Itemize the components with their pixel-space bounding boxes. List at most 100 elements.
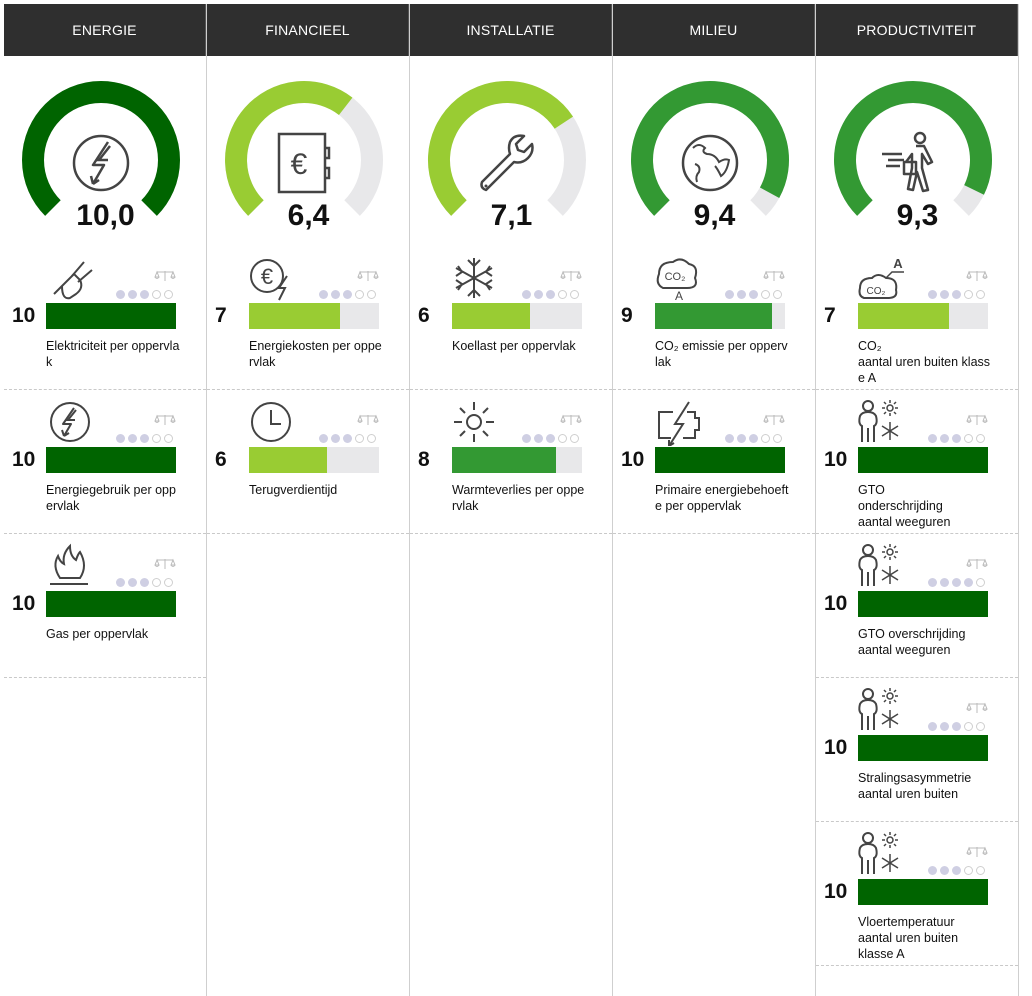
- dot-filled: [940, 578, 949, 587]
- balance-scale-icon[interactable]: [154, 270, 176, 282]
- balance-scale-icon[interactable]: [357, 270, 379, 282]
- metric-item[interactable]: 6 Terugverdientijd: [207, 390, 409, 534]
- dot-filled: [522, 290, 531, 299]
- category-header[interactable]: PRODUCTIVITEIT: [816, 4, 1018, 56]
- weight-dots[interactable]: [522, 434, 579, 443]
- dot-empty: [976, 290, 985, 299]
- balance-scale-icon[interactable]: [154, 558, 176, 570]
- metric-score: 8: [418, 448, 430, 471]
- category-column-milieu: MILIEU 9,4 CO₂ A 9 CO₂ emissie per oppervlak 1…: [613, 4, 816, 996]
- weight-dots[interactable]: [319, 434, 376, 443]
- metric-item[interactable]: 10 Energiegebruik per oppervlak: [4, 390, 206, 534]
- score-gauge: 9,4: [613, 56, 816, 246]
- balance-scale-icon[interactable]: [966, 558, 988, 570]
- battery-lightning-icon: [658, 401, 700, 446]
- category-header[interactable]: INSTALLATIE: [410, 4, 612, 56]
- metric-label: Koellast per oppervlak: [452, 339, 576, 353]
- dot-filled: [725, 290, 734, 299]
- dot-filled: [116, 290, 125, 299]
- balance-scale-icon[interactable]: [966, 270, 988, 282]
- metric-item[interactable]: 10 Gas per oppervlak: [4, 534, 206, 678]
- dot-filled: [522, 434, 531, 443]
- dot-filled: [964, 578, 973, 587]
- metric-item[interactable]: 10 Stralingsasymmetrie aantal uren buiten: [816, 678, 1018, 822]
- dot-filled: [140, 578, 149, 587]
- weight-dots[interactable]: [928, 434, 985, 443]
- dot-empty: [164, 290, 173, 299]
- dot-filled: [343, 434, 352, 443]
- balance-scale-icon[interactable]: [560, 270, 582, 282]
- metric-score: 10: [824, 880, 848, 903]
- dot-filled: [940, 434, 949, 443]
- category-column-financieel: FINANCIEEL €6,4 €7 Energiekosten per opperv…: [207, 4, 410, 996]
- dot-empty: [558, 434, 567, 443]
- dot-empty: [964, 722, 973, 731]
- weight-dots[interactable]: [725, 434, 782, 443]
- balance-scale-icon[interactable]: [966, 414, 988, 426]
- balance-scale-icon[interactable]: [763, 414, 785, 426]
- weight-dots[interactable]: [928, 290, 985, 299]
- category-header[interactable]: FINANCIEEL: [207, 4, 409, 56]
- metric-label: Gas per oppervlak: [46, 627, 149, 641]
- wrench-icon: [480, 134, 534, 192]
- balance-scale-icon[interactable]: [966, 702, 988, 714]
- metric-score: 6: [215, 448, 227, 471]
- metric-item[interactable]: 10 GTO onderschrijding aantal weeguren: [816, 390, 1018, 534]
- metric-label: Vloertemperatuur aantal uren buiten klas…: [858, 915, 959, 961]
- score-bar: [858, 303, 988, 329]
- weight-dots[interactable]: [116, 578, 173, 587]
- dot-empty: [773, 290, 782, 299]
- weight-dots[interactable]: [928, 578, 985, 587]
- globe-icon: [681, 134, 739, 192]
- metric-score: 10: [824, 448, 848, 471]
- score-bar: [249, 447, 379, 473]
- metric-item[interactable]: 10 Primaire energiebehoefte per oppervlak: [613, 390, 815, 534]
- dot-filled: [128, 434, 137, 443]
- flame-icon: [50, 543, 88, 585]
- dot-empty: [152, 578, 161, 587]
- dot-filled: [928, 290, 937, 299]
- balance-scale-icon[interactable]: [357, 414, 379, 426]
- balance-scale-icon[interactable]: [560, 414, 582, 426]
- dot-filled: [331, 434, 340, 443]
- score-bar: [452, 303, 582, 329]
- clock-icon: [251, 402, 291, 442]
- dot-filled: [940, 290, 949, 299]
- metric-label: Primaire energiebehoefte per oppervlak: [655, 483, 789, 513]
- euro-lightning-icon: €: [250, 259, 288, 301]
- dot-filled: [928, 434, 937, 443]
- metric-score: 7: [215, 304, 227, 327]
- dot-filled: [940, 722, 949, 731]
- metric-label: Stralingsasymmetrie aantal uren buiten: [858, 771, 972, 801]
- dot-empty: [570, 290, 579, 299]
- category-header[interactable]: ENERGIE: [4, 4, 206, 56]
- balance-scale-icon[interactable]: [763, 270, 785, 282]
- weight-dots[interactable]: [116, 290, 173, 299]
- dot-filled: [952, 290, 961, 299]
- dot-empty: [355, 434, 364, 443]
- metric-item[interactable]: CO₂ A 9 CO₂ emissie per oppervlak: [613, 246, 815, 390]
- dot-filled: [737, 290, 746, 299]
- balance-scale-icon[interactable]: [154, 414, 176, 426]
- metric-item[interactable]: 10 Elektriciteit per oppervlak: [4, 246, 206, 390]
- metric-item[interactable]: 10 Vloertemperatuur aantal uren buiten kl…: [816, 822, 1018, 966]
- score-bar: [858, 447, 988, 473]
- metric-item[interactable]: 10 GTO overschrijding aantal weeguren: [816, 534, 1018, 678]
- category-header[interactable]: MILIEU: [613, 4, 815, 56]
- weight-dots[interactable]: [319, 290, 376, 299]
- weight-dots[interactable]: [928, 866, 985, 875]
- gauge-value: 6,4: [287, 199, 330, 232]
- dot-filled: [116, 578, 125, 587]
- metric-label: Warmteverlies per oppervlak: [452, 483, 585, 513]
- category-column-productiviteit: PRODUCTIVITEIT 9,3 CO₂ A 7 CO₂ aantal uren bu…: [816, 4, 1019, 996]
- balance-scale-icon[interactable]: [966, 846, 988, 858]
- metric-item[interactable]: 6 Koellast per oppervlak: [410, 246, 612, 390]
- weight-dots[interactable]: [116, 434, 173, 443]
- weight-dots[interactable]: [522, 290, 579, 299]
- weight-dots[interactable]: [725, 290, 782, 299]
- metric-item[interactable]: CO₂ A 7 CO₂ aantal uren buiten klasse A: [816, 246, 1018, 390]
- weight-dots[interactable]: [928, 722, 985, 731]
- lightning-circle-icon: [72, 134, 130, 192]
- metric-item[interactable]: 8 Warmteverlies per oppervlak: [410, 390, 612, 534]
- metric-item[interactable]: €7 Energiekosten per oppervlak: [207, 246, 409, 390]
